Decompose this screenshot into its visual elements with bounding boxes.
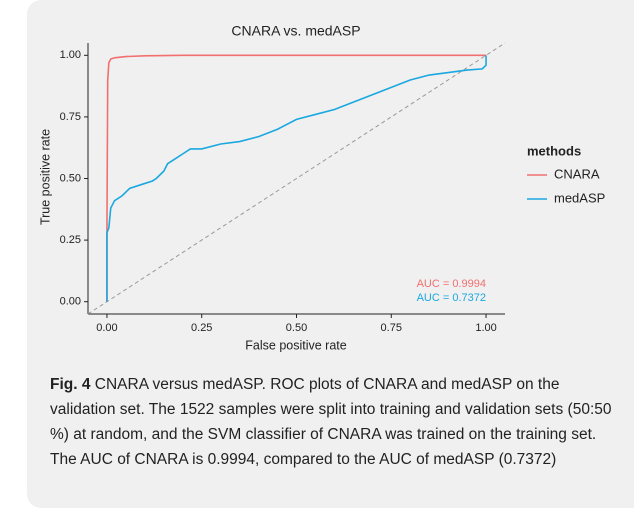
chart-title: CNARA vs. medASP — [231, 23, 360, 39]
caption: Fig. 4 CNARA versus medASP. ROC plots of… — [50, 372, 625, 472]
x-tick-label: 0.50 — [286, 322, 307, 334]
diagonal — [87, 42, 506, 315]
y-tick-label: 1.00 — [60, 49, 81, 61]
auc-annotation: AUC = 0.9994 — [417, 278, 486, 290]
roc-line — [106, 55, 487, 302]
caption-text: CNARA versus medASP. ROC plots of CNARA … — [50, 376, 612, 468]
caption-label: Fig. 4 — [50, 376, 91, 393]
figure-box — [27, 0, 634, 508]
y-axis-label: True positive rate — [38, 129, 52, 225]
auc-annotation: AUC = 0.7372 — [417, 292, 486, 304]
x-tick-label: 0.00 — [96, 322, 117, 334]
y-tick-label: 0.00 — [60, 296, 81, 308]
y-tick-label: 0.25 — [60, 234, 81, 246]
legend-label: CNARA — [554, 166, 600, 181]
x-tick-label: 0.25 — [191, 322, 212, 334]
chart: CNARA vs. medASP False positive rate Tru… — [38, 23, 605, 353]
roc-line — [106, 54, 487, 302]
x-tick-label: 0.75 — [381, 322, 402, 334]
x-axis-label: False positive rate — [245, 338, 346, 352]
x-tick-label: 1.00 — [475, 322, 496, 334]
legend-label: medASP — [554, 190, 605, 205]
y-tick-label: 0.50 — [60, 172, 81, 184]
legend-title: methods — [527, 143, 581, 158]
y-tick-label: 0.75 — [60, 111, 81, 123]
